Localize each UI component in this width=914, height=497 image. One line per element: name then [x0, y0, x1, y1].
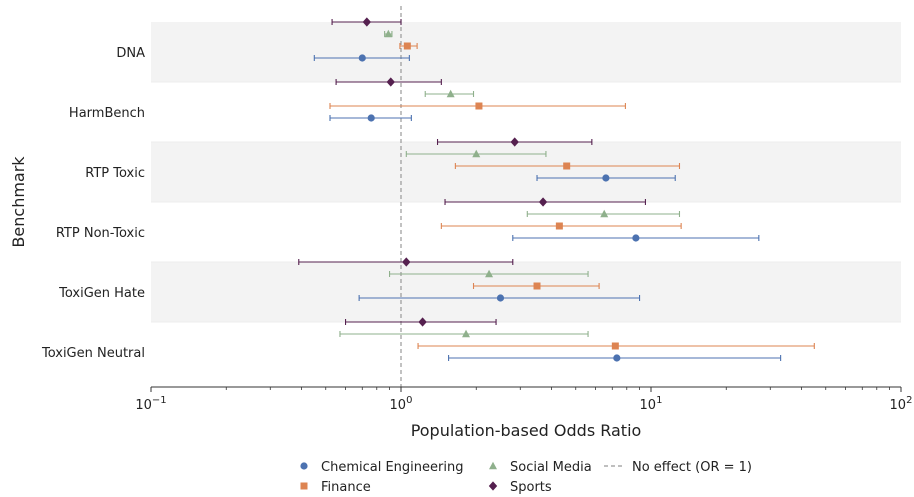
y-tick-label: DNA — [116, 46, 145, 61]
point-marker — [555, 222, 563, 230]
x-axis: 10−1 100 101 102 — [135, 386, 913, 413]
y-tick-label: ToxiGen Neutral — [41, 346, 145, 361]
series-chemical-engineering — [313, 54, 782, 362]
x-tick-label: 10−1 — [135, 395, 166, 413]
legend-marker — [488, 481, 498, 491]
legend-reference-label: No effect (OR = 1) — [632, 460, 752, 475]
legend-label: Social Media — [510, 460, 592, 475]
point-marker — [611, 342, 619, 350]
point-marker — [384, 29, 393, 38]
point-marker — [472, 149, 481, 158]
point-marker — [538, 197, 548, 207]
legend-marker — [300, 462, 308, 470]
x-tick-label: 100 — [390, 395, 413, 413]
point-marker — [446, 89, 455, 98]
band-0 — [151, 22, 901, 82]
point-marker — [496, 294, 505, 302]
legend-marker — [300, 482, 308, 490]
series-sports — [298, 17, 646, 327]
point-marker — [403, 42, 411, 50]
legend: Chemical Engineering Finance Social Media S… — [300, 460, 752, 495]
legend-label: Finance — [321, 480, 371, 495]
point-marker — [475, 102, 483, 110]
point-marker — [613, 354, 621, 362]
series-social-media — [339, 29, 681, 338]
y-tick-label: RTP Non-Toxic — [56, 226, 145, 241]
y-tick-label: RTP Toxic — [85, 166, 145, 181]
y-axis-title: Benchmark — [9, 156, 28, 248]
series-group — [298, 17, 815, 362]
series-finance — [329, 42, 815, 350]
benchmark-bands — [151, 22, 901, 322]
point-marker — [632, 234, 640, 242]
y-axis: DNA HarmBench RTP Toxic RTP Non-Toxic ToxiGe… — [41, 46, 145, 361]
y-tick-label: ToxiGen Hate — [58, 286, 145, 301]
point-marker — [362, 17, 372, 27]
point-marker — [600, 209, 609, 218]
legend-marker — [489, 461, 497, 470]
point-marker — [386, 77, 395, 87]
point-marker — [533, 282, 541, 290]
legend-label: Chemical Engineering — [321, 460, 463, 475]
point-marker — [358, 54, 366, 62]
point-marker — [418, 317, 427, 327]
point-marker — [462, 329, 471, 338]
point-marker — [367, 114, 375, 122]
point-marker — [402, 257, 411, 267]
x-tick-label: 101 — [640, 395, 663, 413]
x-tick-label: 102 — [890, 395, 913, 413]
legend-label: Sports — [510, 480, 552, 495]
y-tick-label: HarmBench — [69, 106, 145, 121]
point-marker — [485, 269, 494, 278]
band-4 — [151, 262, 901, 322]
point-marker — [510, 137, 519, 147]
point-marker — [563, 162, 571, 170]
x-axis-title: Population-based Odds Ratio — [411, 421, 642, 440]
point-marker — [602, 174, 610, 182]
band-2 — [151, 142, 901, 202]
